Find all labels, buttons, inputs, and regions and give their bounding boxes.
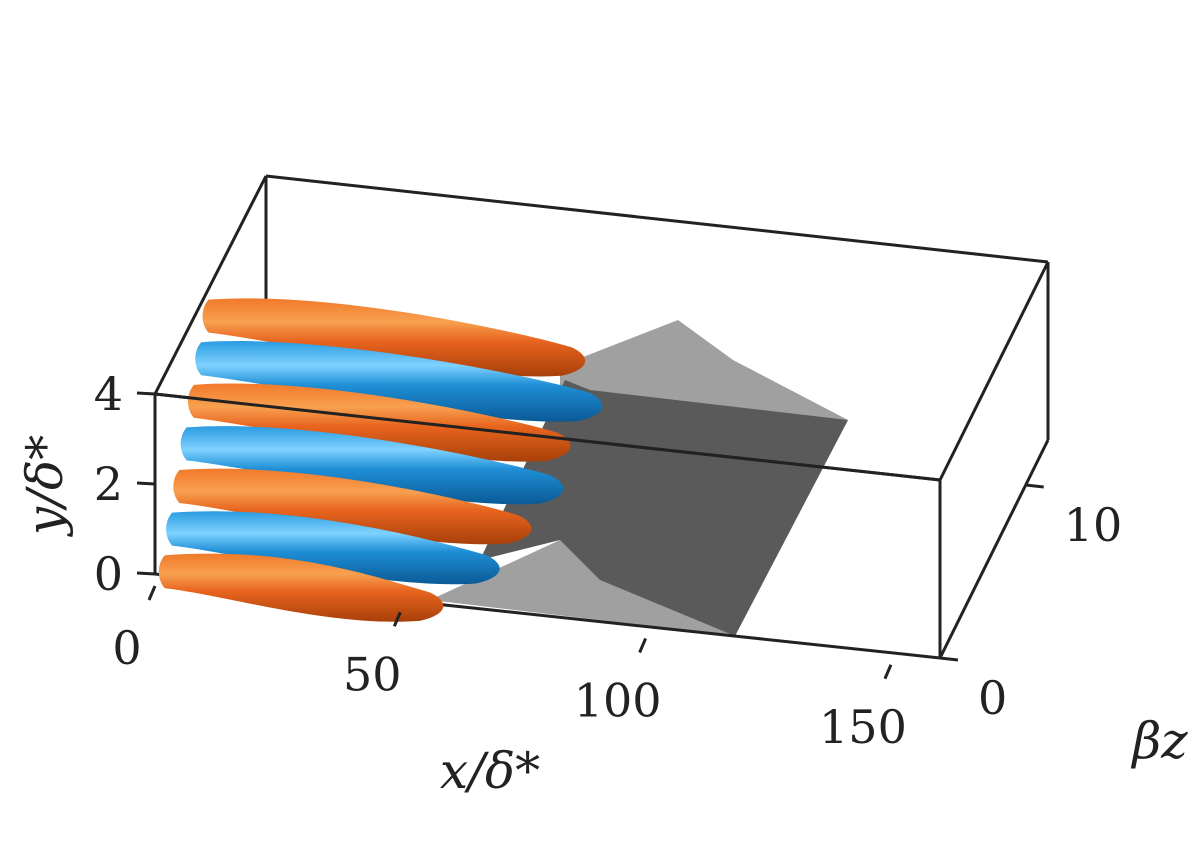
x-axis-label: x/δ* [440, 742, 540, 800]
z-tick [939, 656, 959, 662]
box-edge [154, 392, 941, 482]
streak-negative [195, 341, 603, 422]
y-tick [136, 571, 156, 576]
x-tick [147, 585, 157, 601]
box-edge [938, 261, 1050, 481]
x-tick [883, 664, 893, 680]
x-tick-label: 50 [343, 647, 402, 701]
y-axis-label: y/δ* [16, 435, 74, 537]
y-tick-label: 0 [94, 547, 123, 601]
streak-positive [173, 468, 532, 545]
axis-ticks [136, 391, 1044, 680]
box-edge [153, 175, 268, 395]
z-tick [1025, 483, 1044, 489]
streak-positive [187, 383, 571, 462]
box-edge [265, 174, 1049, 264]
x-tick-label: 100 [574, 674, 662, 728]
base-surface [430, 320, 848, 636]
z-axis-label: βz [1130, 712, 1188, 770]
streak-positive [158, 553, 444, 622]
box-edge [938, 439, 1050, 659]
y-tick [136, 481, 156, 486]
streak-structures [158, 298, 603, 622]
tick-labels: 0 50 100 150 0 2 4 0 10 [94, 367, 1123, 754]
base-surface-shadow [480, 380, 848, 636]
streak-negative [180, 426, 564, 505]
y-tick-label: 2 [94, 457, 123, 511]
z-tick-label: 0 [978, 671, 1007, 725]
x-tick-label: 150 [819, 700, 907, 754]
x-tick [638, 637, 648, 654]
x-tick [392, 611, 402, 627]
streak-negative [166, 511, 500, 585]
y-tick [136, 391, 156, 396]
z-tick-label: 10 [1064, 498, 1123, 552]
plot-box-front [154, 392, 941, 482]
y-tick-label: 4 [94, 367, 123, 421]
x-tick-label: 0 [112, 621, 141, 675]
streak-positive [202, 298, 586, 377]
